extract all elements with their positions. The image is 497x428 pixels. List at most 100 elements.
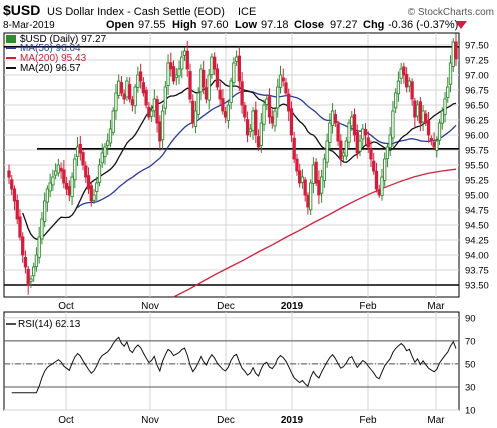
low-label: Low bbox=[235, 19, 257, 31]
chg-value: -0.36 (-0.37%) bbox=[388, 19, 458, 31]
price-legend-swatch bbox=[6, 35, 16, 43]
candle-body bbox=[270, 116, 274, 124]
candle-body bbox=[180, 56, 184, 70]
candle-body bbox=[399, 68, 403, 79]
price-x-axis: Oct Nov Dec 2019 Feb Mar bbox=[58, 301, 445, 312]
candle-body bbox=[352, 114, 357, 136]
candle-body bbox=[276, 86, 280, 109]
open-label: Open bbox=[106, 19, 134, 31]
price-y-tick: 96.25 bbox=[465, 116, 489, 127]
candle-body bbox=[117, 80, 121, 97]
candle-body bbox=[15, 199, 19, 220]
down-arrow-icon bbox=[455, 21, 467, 29]
candle-body bbox=[149, 110, 154, 117]
legend-ma200: MA(200) 95.43 bbox=[20, 53, 87, 64]
rsi-x-tick: Feb bbox=[359, 415, 377, 426]
candle-body bbox=[138, 71, 143, 82]
candle-body bbox=[394, 92, 398, 109]
candle-body bbox=[287, 93, 291, 112]
candle-body bbox=[158, 121, 162, 142]
rsi-y-tick: 10 bbox=[465, 406, 476, 417]
candle-body bbox=[23, 257, 28, 268]
candle-body bbox=[358, 140, 362, 152]
high-value: 97.60 bbox=[201, 19, 229, 31]
candle-body bbox=[366, 137, 370, 148]
candle-body bbox=[298, 170, 302, 184]
symbol: $USD bbox=[3, 2, 40, 18]
candle-body bbox=[372, 160, 376, 172]
rsi-y-tick: 50 bbox=[465, 359, 476, 370]
candle-body bbox=[300, 176, 305, 183]
candle-body bbox=[92, 194, 96, 201]
candle-body bbox=[259, 122, 263, 146]
candle-body bbox=[451, 41, 455, 67]
candle-body bbox=[265, 98, 269, 105]
candle-body bbox=[410, 81, 414, 100]
candle-body bbox=[454, 41, 458, 60]
rsi-x-tick: Oct bbox=[58, 415, 74, 426]
candle-body bbox=[122, 93, 126, 100]
close-value: 97.27 bbox=[330, 19, 358, 31]
candle-body bbox=[421, 110, 425, 123]
candle-body bbox=[147, 106, 151, 118]
candle-body bbox=[303, 179, 307, 196]
candle-body bbox=[278, 74, 283, 88]
price-candles bbox=[7, 33, 458, 295]
candle-body bbox=[248, 128, 252, 133]
candle-body bbox=[415, 104, 420, 117]
candle-body bbox=[130, 99, 135, 106]
candle-body bbox=[333, 114, 337, 124]
candle-body bbox=[319, 176, 324, 194]
candle-body bbox=[281, 77, 285, 82]
candle-body bbox=[267, 96, 272, 118]
close-label: Close bbox=[294, 19, 324, 31]
candle-body bbox=[62, 169, 66, 184]
candle-body bbox=[426, 120, 431, 136]
candle-body bbox=[262, 104, 266, 125]
candle-body bbox=[136, 74, 140, 88]
candle-body bbox=[78, 143, 82, 154]
candle-body bbox=[75, 146, 80, 157]
candle-body bbox=[213, 56, 217, 70]
candle-body bbox=[97, 164, 102, 183]
candle-body bbox=[141, 82, 146, 94]
candle-body bbox=[29, 278, 33, 283]
price-y-tick: 95.25 bbox=[465, 176, 489, 187]
rsi-y-tick: 70 bbox=[465, 336, 476, 347]
price-y-tick: 97.25 bbox=[465, 56, 489, 67]
candle-body bbox=[114, 92, 118, 112]
candle-body bbox=[402, 66, 406, 76]
rsi-line-layer bbox=[11, 336, 457, 394]
candle-body bbox=[325, 140, 329, 163]
candle-body bbox=[152, 98, 156, 112]
candle-body bbox=[361, 128, 365, 140]
candle-body bbox=[437, 122, 442, 141]
candle-body bbox=[163, 86, 167, 109]
price-x-tick: Dec bbox=[217, 301, 235, 312]
price-x-tick: Feb bbox=[359, 301, 377, 312]
candle-body bbox=[369, 148, 373, 160]
candle-body bbox=[256, 136, 261, 148]
price-y-tick: 93.50 bbox=[465, 281, 489, 292]
candle-body bbox=[404, 74, 409, 88]
candle-body bbox=[191, 100, 195, 124]
candle-body bbox=[86, 175, 91, 190]
price-y-tick: 94.25 bbox=[465, 236, 489, 247]
candle-body bbox=[391, 110, 395, 139]
candle-body bbox=[273, 110, 277, 127]
price-y-tick: 93.75 bbox=[465, 266, 489, 277]
candle-body bbox=[237, 55, 242, 82]
price-y-tick: 96.00 bbox=[465, 131, 489, 142]
high-label: High bbox=[172, 19, 197, 31]
candle-body bbox=[413, 100, 417, 118]
candle-body bbox=[207, 74, 211, 101]
candle-body bbox=[396, 80, 401, 95]
candle-body bbox=[229, 80, 233, 103]
candle-body bbox=[59, 167, 63, 172]
candle-body bbox=[10, 179, 14, 190]
candle-body bbox=[204, 87, 209, 100]
price-y-tick: 97.00 bbox=[465, 71, 489, 82]
candle-body bbox=[89, 185, 93, 202]
candle-body bbox=[328, 122, 332, 143]
